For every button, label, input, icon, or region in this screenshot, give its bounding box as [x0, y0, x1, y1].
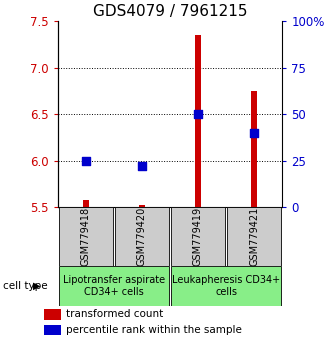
Bar: [115, 207, 169, 266]
Bar: [227, 207, 281, 266]
Bar: [83, 200, 88, 207]
Text: GSM779420: GSM779420: [137, 207, 147, 266]
Text: transformed count: transformed count: [66, 309, 164, 320]
Text: ▶: ▶: [33, 281, 41, 291]
Bar: [139, 205, 145, 207]
Text: cell type: cell type: [3, 281, 48, 291]
Bar: [44, 325, 60, 335]
Bar: [59, 207, 113, 266]
Title: GDS4079 / 7961215: GDS4079 / 7961215: [93, 4, 247, 19]
Text: percentile rank within the sample: percentile rank within the sample: [66, 325, 242, 335]
Bar: [171, 266, 281, 306]
Point: [195, 111, 201, 117]
Point: [251, 130, 257, 136]
Point: [139, 164, 145, 169]
Point: [83, 158, 88, 164]
Text: GSM779421: GSM779421: [249, 207, 259, 266]
Bar: [59, 266, 169, 306]
Text: Leukapheresis CD34+
cells: Leukapheresis CD34+ cells: [172, 275, 280, 297]
Bar: [171, 207, 225, 266]
Text: GSM779419: GSM779419: [193, 207, 203, 266]
Text: GSM779418: GSM779418: [81, 207, 91, 266]
Bar: [195, 35, 201, 207]
Text: Lipotransfer aspirate
CD34+ cells: Lipotransfer aspirate CD34+ cells: [63, 275, 165, 297]
Bar: [44, 309, 60, 320]
Bar: [251, 91, 257, 207]
